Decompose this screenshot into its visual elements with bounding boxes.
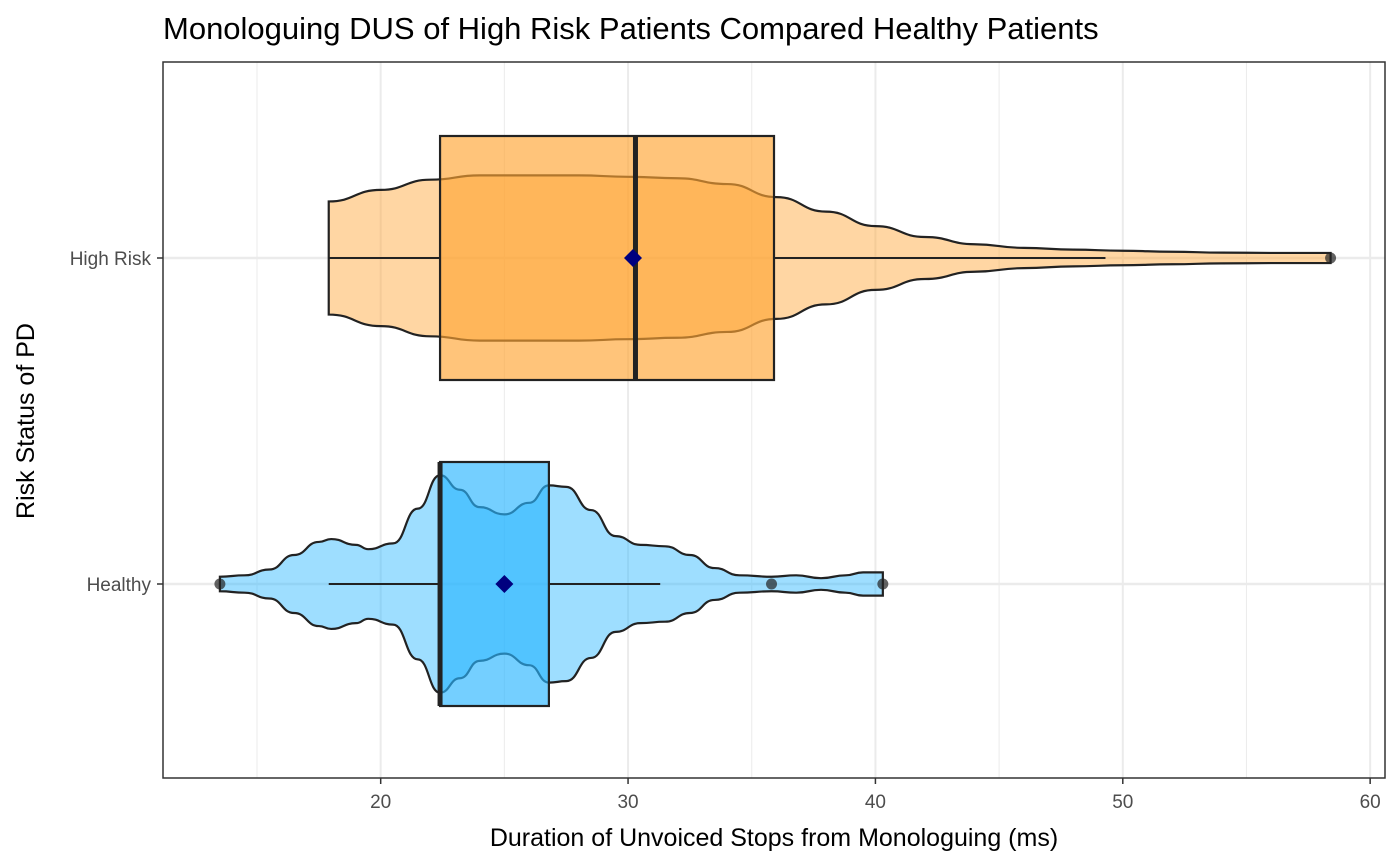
panel-border xyxy=(162,61,1386,779)
x-tick-label: 20 xyxy=(370,792,391,813)
outlier-point xyxy=(214,578,226,590)
y-axis-title: Risk Status of PD xyxy=(12,323,40,519)
x-axis-title: Duration of Unvoiced Stops from Monologu… xyxy=(490,824,1058,852)
outlier-point xyxy=(766,578,778,590)
chart-title: Monologuing DUS of High Risk Patients Co… xyxy=(163,11,1099,46)
outlier-point xyxy=(877,578,889,590)
mean-marker xyxy=(624,249,642,267)
x-tick-label: 50 xyxy=(1112,792,1133,813)
x-tick-label: 40 xyxy=(865,792,886,813)
box xyxy=(438,134,776,382)
x-tick-label: 60 xyxy=(1360,792,1381,813)
plot-area: 20 30 40 50 60 High Risk Healthy xyxy=(70,61,1386,813)
x-tick-label: 30 xyxy=(617,792,638,813)
mean-marker xyxy=(495,575,514,593)
y-tick-label: Healthy xyxy=(87,575,152,596)
y-tick-label: High Risk xyxy=(70,249,152,270)
outlier-point xyxy=(1325,252,1337,264)
series-healthy xyxy=(214,460,889,708)
box xyxy=(438,460,550,708)
series-high-risk xyxy=(327,134,1337,382)
